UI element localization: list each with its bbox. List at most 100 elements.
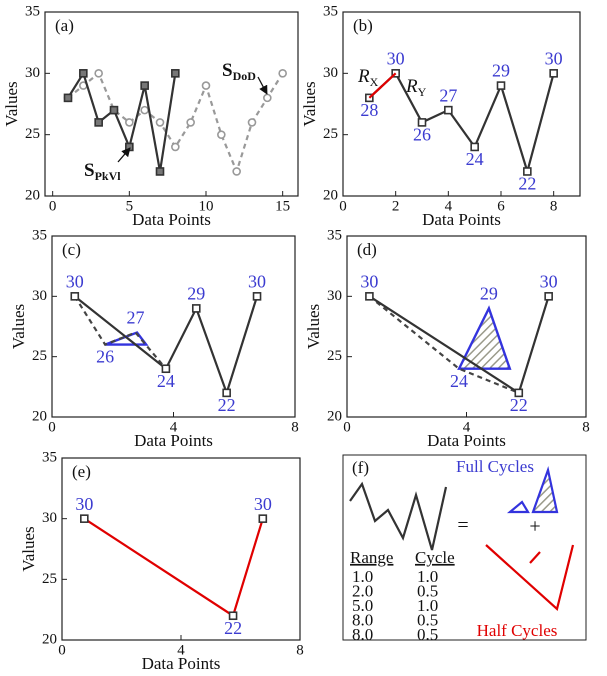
series-line: [368, 295, 520, 394]
point-marker: [201, 81, 211, 90]
point-marker: [63, 93, 73, 103]
y-axis-label: Values: [304, 304, 323, 349]
y-tick-label: 20: [25, 187, 40, 203]
y-tick-label: 35: [327, 227, 342, 243]
panel-f: (f) Full Cycles = + Half Cycles Range Cy…: [342, 454, 587, 644]
point-marker: [247, 118, 257, 127]
table-cell: 2.0: [352, 581, 373, 600]
y-axis-label: Values: [2, 81, 21, 126]
y-tick-label: 30: [323, 65, 338, 81]
series-line: [368, 71, 555, 176]
point-marker: [125, 118, 134, 127]
point-marker: [252, 292, 262, 301]
series-line: [368, 72, 397, 99]
x-tick-label: 0: [48, 419, 56, 435]
table-cell: 1.0: [352, 567, 373, 586]
x-tick-label: 6: [497, 198, 505, 214]
annotation: SPkVl: [84, 160, 121, 182]
x-tick-label: 15: [275, 198, 290, 214]
table-cell: 1.0: [417, 567, 438, 586]
panel-label: (f): [352, 458, 369, 477]
value-label: 22: [510, 395, 528, 415]
plot-frame: [51, 235, 296, 418]
x-tick-label: 5: [126, 198, 134, 214]
point-marker: [94, 69, 103, 78]
cycle-triangle: [457, 305, 512, 370]
annotation-sub: DoD: [233, 69, 257, 83]
point-marker: [278, 69, 287, 78]
value-label: 30: [545, 48, 563, 68]
value-label: 24: [157, 371, 175, 391]
panel-label: (d): [357, 240, 377, 259]
annotation-arrow: [257, 76, 268, 95]
table-cell: 0.5: [417, 625, 438, 644]
value-label: 22: [518, 174, 536, 194]
point-marker: [171, 142, 180, 152]
point-marker: [217, 130, 226, 139]
table-header: Range: [350, 548, 393, 567]
value-label: 29: [492, 61, 510, 81]
half-cycle-icon: [485, 544, 575, 612]
point-marker: [161, 364, 171, 374]
y-tick-label: 35: [42, 449, 57, 465]
panel-label: (c): [62, 240, 81, 259]
point-marker: [544, 292, 553, 301]
plot-frame: [61, 457, 301, 641]
point-marker: [171, 69, 180, 78]
panel-label: (e): [72, 462, 91, 481]
table-cell: 1.0: [417, 596, 438, 615]
point-marker: [191, 304, 201, 313]
y-tick-label: 25: [323, 126, 338, 142]
signal-icon: [349, 481, 448, 551]
value-label: 30: [248, 271, 266, 291]
x-tick-label: 0: [58, 642, 66, 658]
value-label: 29: [187, 284, 205, 304]
x-tick-label: 10: [199, 198, 214, 214]
point-marker: [70, 292, 80, 301]
point-marker: [470, 142, 479, 152]
value-label: 27: [127, 308, 145, 328]
panel-label: (a): [55, 16, 74, 35]
x-tick-label: 4: [445, 198, 453, 214]
annotation-sub: X: [370, 75, 379, 89]
value-label: 30: [254, 494, 272, 514]
annotation-arrow: [117, 147, 131, 163]
x-tick-label: 2: [392, 198, 400, 214]
value-label: 30: [75, 494, 93, 514]
x-tick-label: 0: [343, 419, 351, 435]
half-cycle-icon: [529, 551, 541, 564]
y-tick-label: 20: [323, 187, 338, 203]
value-label: 29: [480, 284, 498, 304]
value-label: 28: [360, 100, 378, 120]
point-marker: [109, 105, 119, 115]
series-line: [73, 295, 167, 370]
y-tick-label: 30: [25, 65, 40, 81]
point-marker: [140, 81, 149, 90]
table-header: Cycle: [415, 548, 455, 567]
value-label: 22: [218, 395, 236, 415]
y-tick-label: 25: [327, 348, 342, 364]
value-label: 24: [450, 371, 468, 391]
point-marker: [222, 388, 231, 398]
point-marker: [232, 167, 241, 176]
panel: (d) 0 4 8 20 25 30 35 Data Points Values 29 24 30 22 3…: [304, 227, 590, 449]
point-marker: [94, 118, 103, 127]
point-marker: [80, 514, 89, 523]
annotation-sub: PkVl: [95, 169, 122, 183]
y-tick-label: 30: [42, 510, 57, 526]
y-tick-label: 35: [25, 3, 40, 19]
value-label: 26: [413, 125, 431, 145]
x-tick-label: 8: [550, 198, 558, 214]
point-marker: [523, 167, 532, 176]
y-tick-label: 25: [25, 126, 40, 142]
y-axis-label: Values: [300, 81, 319, 126]
full-cycles-label: Full Cycles: [456, 457, 534, 476]
point-marker: [514, 388, 524, 398]
table-cell: 5.0: [352, 596, 373, 615]
x-axis-label: Data Points: [422, 210, 501, 229]
annotation-main: R: [405, 76, 418, 97]
point-marker: [496, 81, 506, 90]
